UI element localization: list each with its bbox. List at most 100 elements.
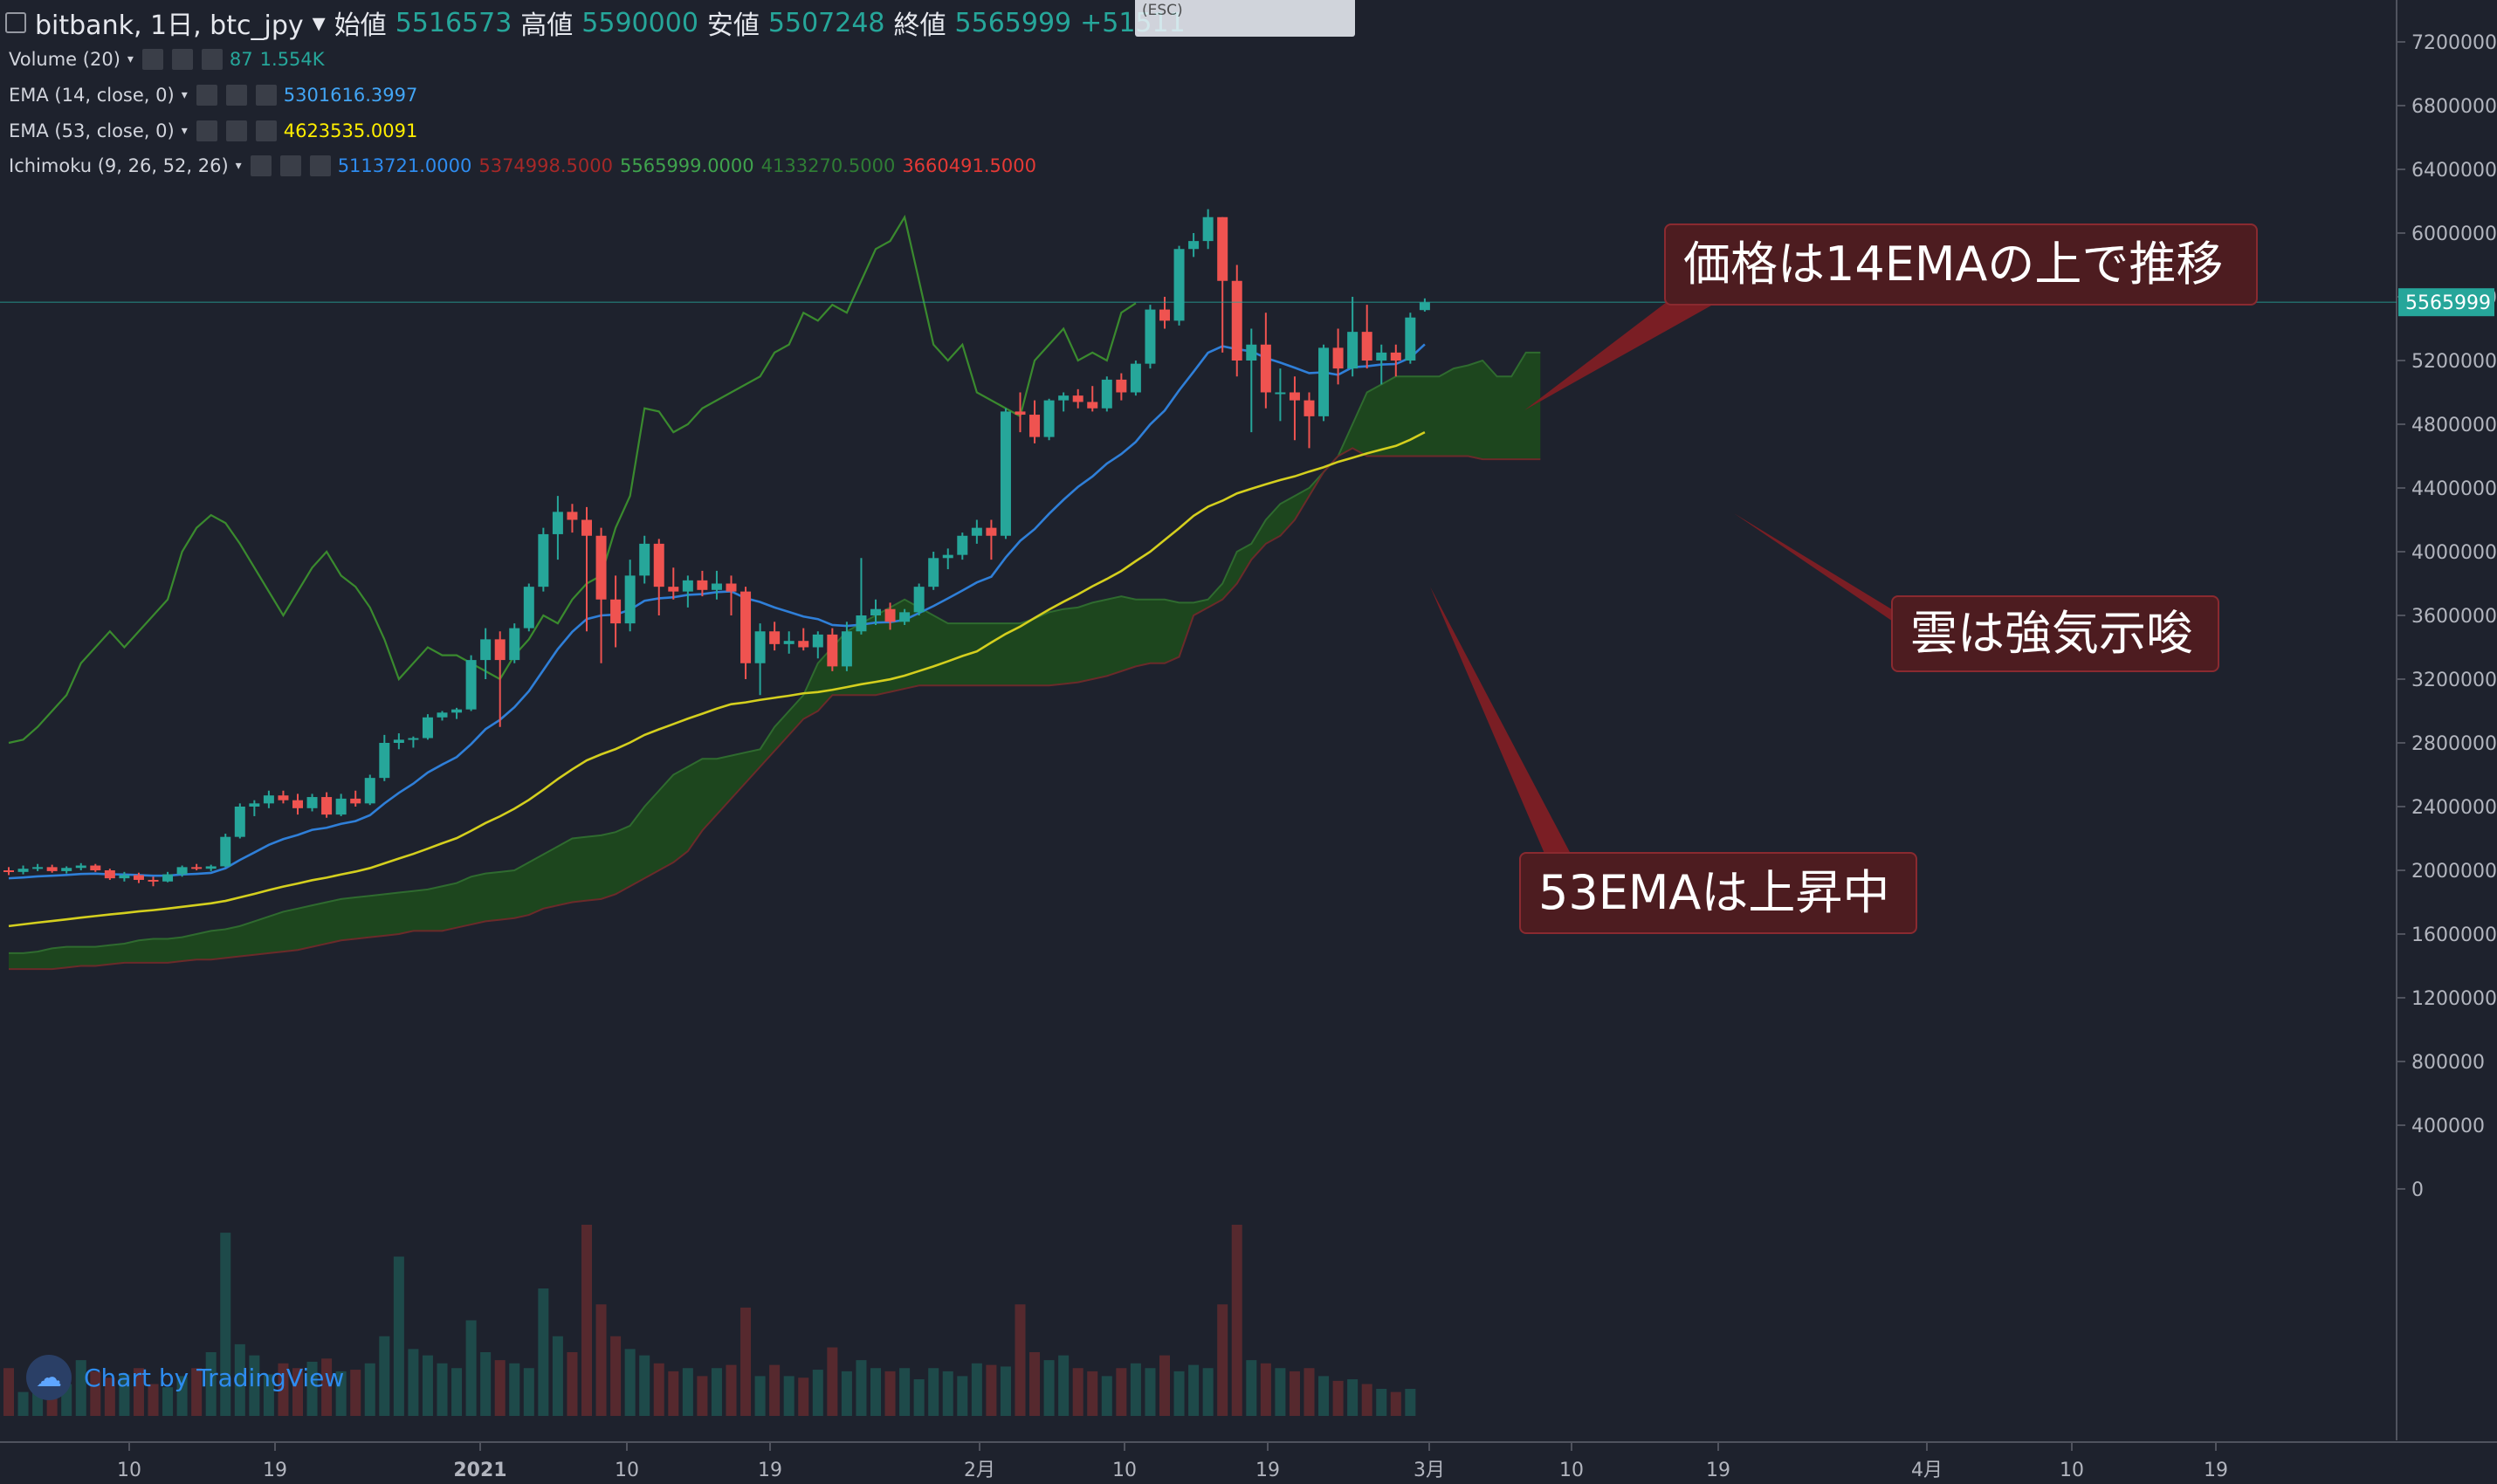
candle-body [1029, 415, 1041, 437]
legend-label[interactable]: EMA (14, close, 0) [9, 85, 175, 106]
candle-body [306, 797, 318, 808]
close-icon[interactable] [309, 155, 331, 176]
y-tick-label: 7200000 [2411, 32, 2497, 54]
settings-icon[interactable] [225, 85, 247, 106]
candle-body [624, 575, 636, 624]
volume-bar [1304, 1368, 1315, 1416]
chevron-down-icon[interactable]: ▾ [181, 88, 188, 102]
collapse-icon[interactable] [5, 12, 26, 33]
chevron-down-icon[interactable]: ▾ [312, 7, 326, 38]
candle-body [1101, 379, 1112, 409]
volume-bar [639, 1355, 650, 1416]
close-icon[interactable] [201, 49, 223, 70]
candle-body [899, 612, 911, 622]
x-tick-label: 19 [1706, 1460, 1730, 1481]
legend-value: 5374998.5000 [478, 155, 613, 176]
volume-bar [812, 1370, 823, 1416]
eye-icon[interactable] [196, 120, 217, 141]
candle-body [494, 639, 506, 661]
legend-label[interactable]: EMA (53, close, 0) [9, 120, 175, 141]
candle-body [465, 660, 477, 710]
volume-bar [523, 1368, 534, 1416]
volume-bar [668, 1371, 679, 1416]
legend-value: 4133270.5000 [760, 155, 896, 176]
callout-price-above-ema14: 価格は14EMAの上で推移 [1664, 223, 2258, 306]
legend-row[interactable]: Volume (20) ▾ 87 1.554K [9, 49, 325, 70]
y-tick-label: 400000 [2411, 1116, 2485, 1137]
legend-row[interactable]: Ichimoku (9, 26, 52, 26) ▾ 5113721.0000 537… [9, 155, 1036, 176]
legend-label[interactable]: Volume (20) [9, 49, 120, 70]
legend-row[interactable]: EMA (53, close, 0) ▾ 4623535.0091 [9, 120, 417, 141]
x-tick-label: 10 [1559, 1460, 1584, 1481]
x-tick-label: 10 [117, 1460, 141, 1481]
candle-body [451, 709, 463, 713]
candle-body [783, 641, 794, 644]
volume-bar [653, 1363, 664, 1416]
volume-bar [1087, 1371, 1098, 1416]
x-tick-label: 10 [2060, 1460, 2084, 1481]
candle-body [1173, 249, 1185, 321]
candle-body [913, 587, 925, 613]
chevron-down-icon[interactable]: ▾ [235, 159, 242, 173]
volume-bar [220, 1233, 231, 1416]
x-tick-label: 10 [615, 1460, 639, 1481]
eye-icon[interactable] [250, 155, 272, 176]
close-icon[interactable] [255, 85, 277, 106]
candle-body [133, 875, 144, 880]
volume-bar [494, 1360, 506, 1416]
volume-bar [17, 1391, 29, 1416]
legend-value: 5113721.0000 [337, 155, 472, 176]
volume-bar [191, 1368, 203, 1416]
candle-body [1000, 411, 1011, 536]
candle-body [523, 587, 534, 629]
candle-body [1246, 344, 1257, 361]
chevron-down-icon[interactable]: ▾ [181, 124, 188, 138]
candle-body [90, 865, 101, 870]
volume-bar [610, 1336, 622, 1416]
legend-row[interactable]: EMA (14, close, 0) ▾ 5301616.3997 [9, 85, 417, 106]
candle-body [61, 868, 72, 871]
candle-body [162, 874, 174, 882]
x-tick-label: 19 [263, 1460, 287, 1481]
tradingview-watermark[interactable]: ☁ Chart by TradingView [26, 1355, 344, 1400]
volume-bar [278, 1363, 289, 1416]
close-icon[interactable] [255, 120, 277, 141]
candle-body [1116, 379, 1127, 393]
cloud-span-b [9, 447, 1541, 971]
eye-icon[interactable] [141, 49, 163, 70]
candle-body [1231, 280, 1242, 361]
symbol-title[interactable]: bitbank, 1日, btc_jpy [35, 10, 304, 41]
legend-label[interactable]: Ichimoku (9, 26, 52, 26) [9, 155, 229, 176]
volume-bar [1159, 1355, 1170, 1416]
volume-bar [697, 1376, 708, 1416]
volume-bar [1231, 1225, 1242, 1416]
candle-body [812, 634, 823, 648]
volume-bar [798, 1378, 809, 1416]
volume-bar [581, 1225, 592, 1416]
legend-value: 1.554K [259, 49, 325, 70]
volume-bar [437, 1363, 448, 1416]
volume-bar [856, 1360, 867, 1416]
volume-bar [1058, 1355, 1070, 1416]
volume-bar [957, 1376, 968, 1416]
candle-body [148, 879, 159, 882]
settings-icon[interactable] [171, 49, 193, 70]
volume-bar [480, 1352, 492, 1416]
volume-bar [133, 1368, 144, 1416]
volume-bar [292, 1368, 303, 1416]
eye-icon[interactable] [196, 85, 217, 106]
volume-bar [942, 1371, 953, 1416]
candle-body [798, 641, 809, 648]
chevron-down-icon[interactable]: ▾ [127, 52, 134, 66]
volume-bar [1347, 1379, 1359, 1416]
candle-body [870, 608, 881, 615]
exit-fullscreen-hint[interactable]: (ESC) [1135, 0, 1355, 37]
candle-body [1043, 400, 1055, 437]
legend-value: 5565999.0000 [620, 155, 754, 176]
candle-body [986, 527, 997, 536]
settings-icon[interactable] [225, 120, 247, 141]
settings-icon[interactable] [279, 155, 301, 176]
high-value: 5590000 [581, 7, 698, 38]
